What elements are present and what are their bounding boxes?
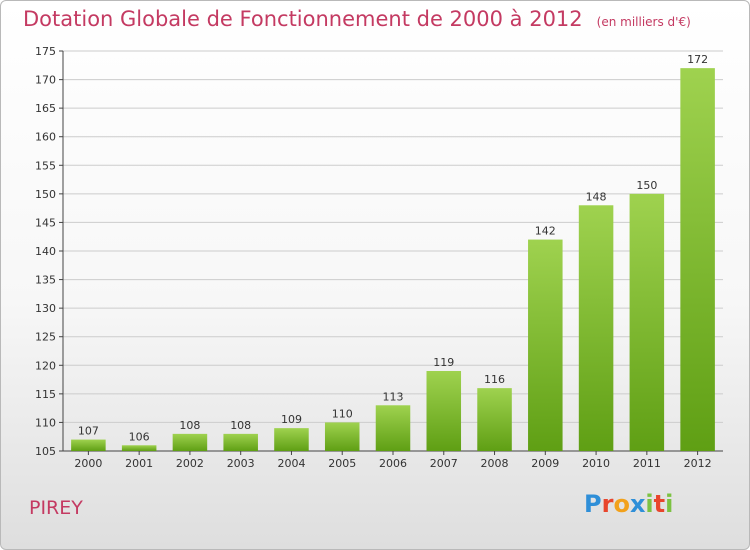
y-tick-label: 115 <box>35 388 56 401</box>
x-tick-label-2007: 2007 <box>430 457 458 470</box>
bar-2010 <box>578 205 614 451</box>
y-tick-label: 110 <box>35 416 56 429</box>
y-tick-label: 165 <box>35 102 56 115</box>
y-tick-label: 140 <box>35 245 56 258</box>
x-tick-label-2000: 2000 <box>74 457 102 470</box>
y-tick-label: 135 <box>35 274 56 287</box>
data-label-2003: 108 <box>230 419 251 432</box>
bar-2008 <box>477 388 512 451</box>
logo-letter: t <box>653 490 666 518</box>
y-tick-label: 145 <box>35 216 56 229</box>
logo-letter: P <box>584 490 602 518</box>
grid-lines <box>63 50 723 423</box>
x-tick-label-2004: 2004 <box>277 457 305 470</box>
x-tick-label-2011: 2011 <box>633 457 661 470</box>
data-label-2006: 113 <box>383 390 404 403</box>
data-label-2010: 148 <box>586 190 607 203</box>
title-row: Dotation Globale de Fonctionnement de 20… <box>23 7 691 31</box>
bar-2012 <box>680 68 715 452</box>
bar-2001 <box>121 445 157 451</box>
logo-letter: i <box>645 490 654 518</box>
y-tick-label: 125 <box>35 331 56 344</box>
data-label-2000: 107 <box>78 425 99 438</box>
chart-subtitle: (en milliers d'€) <box>596 15 691 29</box>
x-tick-label-2001: 2001 <box>125 457 153 470</box>
logo-letter: x <box>629 490 646 518</box>
y-tick-label: 155 <box>35 159 56 172</box>
logo-letter: i <box>665 490 674 518</box>
x-tick-label-2012: 2012 <box>684 457 712 470</box>
x-tick-label-2010: 2010 <box>582 457 610 470</box>
tick-labels: 105 110 115 120 125 130 135 140 145 150 155 160 165 1… <box>35 45 712 470</box>
logo-letter: r <box>601 490 614 518</box>
y-tick-label: 175 <box>35 45 56 58</box>
y-tick-label: 160 <box>35 131 56 144</box>
data-label-2002: 108 <box>179 419 200 432</box>
bar-2000 <box>71 439 106 451</box>
y-tick-label: 170 <box>35 74 56 87</box>
bar-2011 <box>629 193 665 451</box>
x-tick-label-2009: 2009 <box>531 457 559 470</box>
bar-2003 <box>223 433 258 451</box>
data-label-2012: 172 <box>687 53 708 66</box>
logo-letter: o <box>613 490 630 518</box>
commune-name: PIREY <box>29 497 83 519</box>
x-tick-label-2006: 2006 <box>379 457 407 470</box>
y-tick-label: 105 <box>35 445 56 458</box>
data-label-2007: 119 <box>433 356 454 369</box>
x-tick-label-2008: 2008 <box>481 457 509 470</box>
data-label-2009: 142 <box>535 225 556 238</box>
bars <box>71 68 715 452</box>
proxiti-logo: Proxiti <box>584 490 673 518</box>
bar-2002 <box>172 433 208 451</box>
bar-2007 <box>426 371 462 451</box>
y-tick-label: 150 <box>35 188 56 201</box>
x-tick-label-2005: 2005 <box>328 457 356 470</box>
y-tick-label: 120 <box>35 359 56 372</box>
data-label-2008: 116 <box>484 373 505 386</box>
data-label-2011: 150 <box>636 179 657 192</box>
chart-title: Dotation Globale de Fonctionnement de 20… <box>23 7 583 31</box>
data-label-2005: 110 <box>332 407 353 420</box>
data-labels: 107 106 108 108 109 110 113 119 116 142 148 150 172 <box>78 53 708 443</box>
bar-2006 <box>375 405 411 451</box>
bar-2004 <box>274 428 309 451</box>
data-label-2004: 109 <box>281 413 302 426</box>
data-label-2001: 106 <box>129 430 150 443</box>
bar-2005 <box>324 422 360 451</box>
x-tick-label-2002: 2002 <box>176 457 204 470</box>
bar-2009 <box>528 239 563 451</box>
x-tick-label-2003: 2003 <box>227 457 255 470</box>
y-tick-label: 130 <box>35 302 56 315</box>
